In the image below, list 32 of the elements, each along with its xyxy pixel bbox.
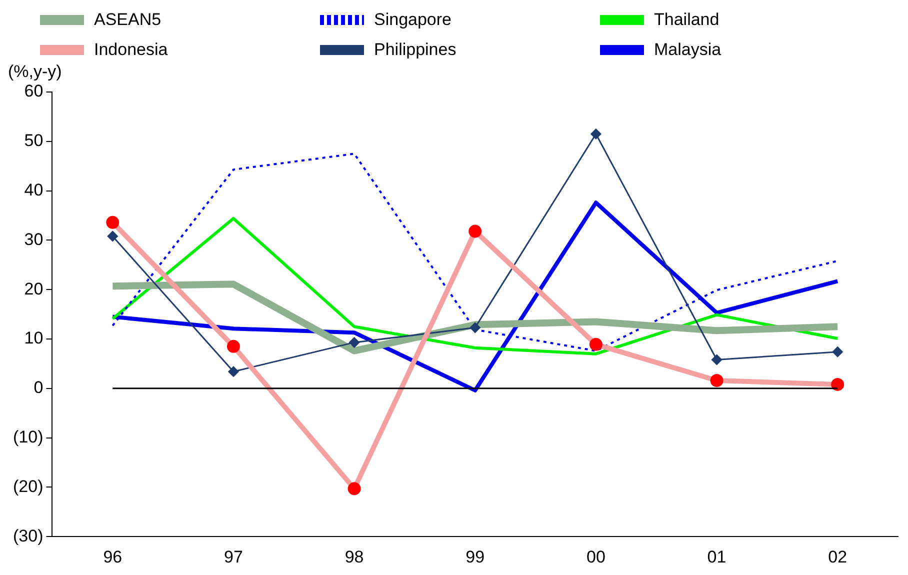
y-axis-title: (%,y-y) [8,62,62,82]
y-tick-label: 10 [24,328,44,348]
y-tick-label: (30) [12,526,44,546]
y-tick-label: 0 [34,378,44,398]
point [712,354,722,365]
x-tick-label: 99 [466,547,485,566]
legend-label: Thailand [654,10,720,30]
y-tick-label: 20 [24,279,44,298]
line-series [112,152,839,352]
legend-label: Singapore [374,10,452,30]
legend-label: Philippines [374,40,456,60]
point [107,231,118,242]
point [228,366,239,377]
legend-label: Indonesia [94,40,168,60]
point [832,346,843,358]
x-tick-label: 98 [344,547,364,566]
point [349,337,360,348]
x-tick-label: 01 [707,547,726,566]
y-tick-label: 60 [24,82,44,101]
x-tick-label: 96 [103,547,122,566]
y-tick-label: 40 [24,180,44,200]
point [590,128,602,140]
point [470,322,480,333]
y-tick-label: 30 [24,230,44,249]
legend-label: Malaysia [654,40,722,60]
y-tick-label: (20) [12,476,44,496]
x-tick-label: 97 [224,547,243,566]
y-tick-label: (10) [12,427,44,446]
x-tick-label: 02 [828,547,848,566]
y-tick-label: 50 [24,131,44,150]
x-tick-label: 00 [586,547,606,566]
legend-label: ASEAN5 [94,10,162,30]
